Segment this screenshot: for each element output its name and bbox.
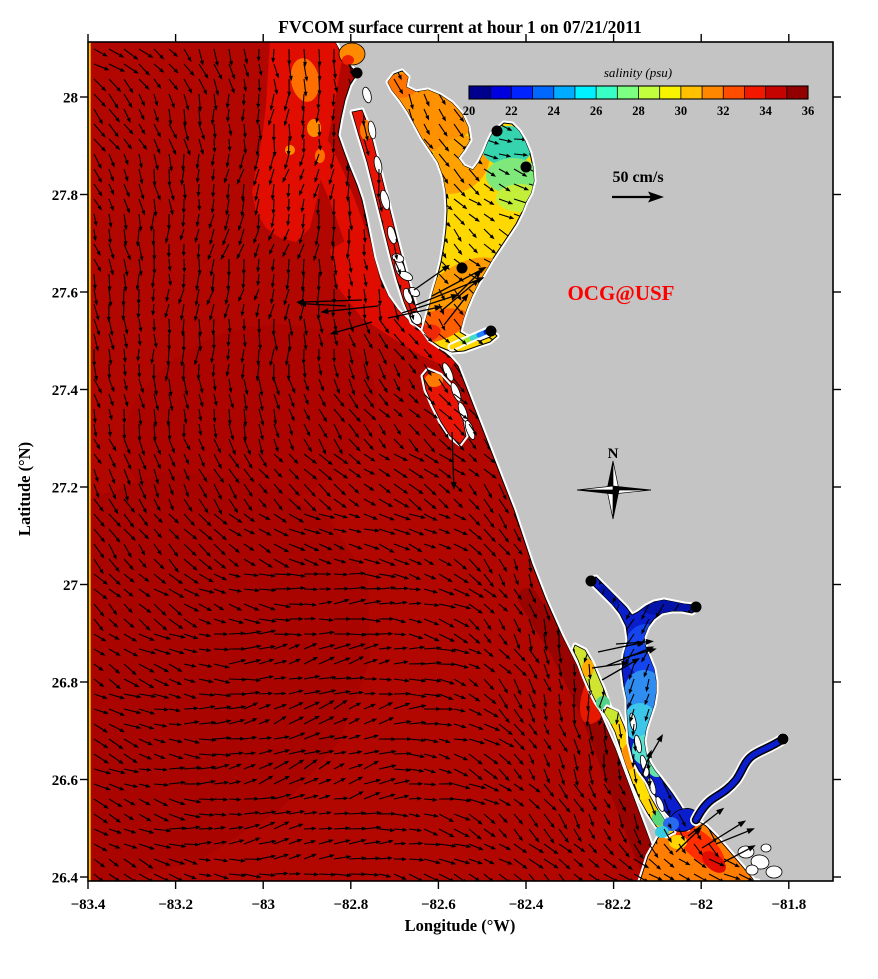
colorbar-tick-label: 24 (548, 104, 561, 118)
station-dot (456, 262, 468, 274)
colorbar-tick-label: 28 (632, 104, 645, 118)
salinity-patch (702, 851, 726, 873)
barrier-island (373, 155, 383, 175)
colorbar-tick-label: 36 (802, 104, 815, 118)
compass-arm (576, 485, 614, 491)
strong-current-arrows (296, 264, 756, 863)
anclote-lagoon-patch (342, 55, 354, 65)
colorbar-segment (469, 86, 491, 99)
station-dot (777, 733, 789, 745)
colorbar-segment (723, 86, 745, 99)
x-tick-label: −83.4 (71, 897, 106, 913)
san-carlos-patch (655, 826, 669, 838)
colorbar-tick-label: 32 (717, 104, 730, 118)
station-dot (690, 601, 702, 613)
colorbar-tick-label: 34 (759, 104, 772, 118)
station-dot (485, 325, 497, 337)
station-dot (520, 161, 532, 173)
barrier-island (380, 189, 390, 211)
tick-marks: −83.4 −83.2 −83 −82.8 −82.6 −82.4 −82.2 −82 −81.… (52, 34, 841, 913)
barrier-island (450, 382, 462, 402)
colorbar-segment (765, 86, 788, 99)
station-dots (351, 67, 789, 745)
x-tick-label: −83.2 (158, 897, 193, 913)
dark-salinity-patch (124, 324, 376, 516)
plot-border (87, 41, 834, 882)
colorbar-tick-label: 26 (590, 104, 603, 118)
colorbar-tick-label: 20 (463, 104, 476, 118)
x-tick-label: −82 (689, 897, 713, 913)
compass-north-label: N (608, 446, 619, 462)
x-tick-label: −82.8 (333, 897, 368, 913)
barrier-island (367, 120, 377, 140)
colorbar-segment (574, 86, 597, 99)
barrier-island (362, 86, 372, 104)
salinity-patch (481, 126, 533, 166)
barrier-island (745, 864, 759, 876)
station-dot (351, 67, 363, 79)
lagoon-patch (425, 373, 443, 387)
salinity-patch (624, 670, 664, 714)
x-axis-label: Longitude (°W) (405, 916, 516, 935)
lagoon-patch (582, 659, 594, 677)
scale-arrow: 50 cm/s (612, 169, 664, 203)
station-dot (585, 575, 597, 587)
x-tick-label: −82.2 (596, 897, 631, 913)
colorbar-segment (553, 86, 576, 99)
x-tick-label: −83 (251, 897, 275, 913)
colorbar-segment (490, 86, 512, 99)
colorbar-tick-label: 22 (505, 104, 518, 118)
y-tick-label: 26.4 (52, 871, 79, 887)
y-tick-label: 27 (63, 578, 79, 594)
scale-arrow-head (648, 191, 664, 203)
colorbar: salinity (psu) 20 22 24 26 28 30 32 34 36 (463, 65, 815, 118)
y-tick-label: 26.6 (52, 773, 79, 789)
colorbar-segments (469, 86, 809, 99)
colorbar-segment (702, 86, 724, 99)
colorbar-tick-label: 30 (675, 104, 688, 118)
colorbar-segment (744, 86, 767, 99)
barrier-island (410, 311, 422, 325)
colorbar-segment (617, 86, 639, 99)
y-tick-label: 26.8 (52, 676, 78, 692)
colorbar-segment (659, 86, 682, 99)
station-dot (491, 125, 503, 137)
salinity-patch (290, 58, 320, 102)
y-axis-label: Latitude (°N) (15, 442, 34, 536)
chart-title: FVCOM surface current at hour 1 on 07/21… (278, 17, 641, 37)
colorbar-segment (680, 86, 703, 99)
colorbar-segment (532, 86, 555, 99)
y-tick-label: 27.6 (52, 286, 79, 302)
barrier-island (655, 796, 665, 812)
colorbar-segment (638, 86, 661, 99)
credit-text: OCG@USF (567, 281, 674, 305)
jet-arrow-shafts (303, 268, 750, 863)
x-tick-label: −82.6 (421, 897, 456, 913)
map-area (88, 42, 833, 881)
colorbar-segment (596, 86, 618, 99)
colorbar-tick-labels: 20 22 24 26 28 30 32 34 36 (463, 104, 815, 118)
colorbar-segment (786, 86, 809, 99)
x-tick-label: −81.8 (771, 897, 806, 913)
caloosahatchee-river (693, 736, 786, 823)
y-tick-label: 27.8 (52, 188, 78, 204)
axes: −83.4 −83.2 −83 −82.8 −82.6 −82.4 −82.2 −82 −81.… (15, 34, 841, 935)
colorbar-title: salinity (psu) (604, 65, 672, 80)
y-tick-label: 27.2 (52, 481, 78, 497)
y-tick-label: 28 (63, 91, 78, 107)
dark-salinity-patch (88, 470, 370, 881)
x-tick-label: −82.4 (509, 897, 544, 913)
compass-rose: N (576, 446, 652, 520)
salinity-patch (285, 145, 295, 155)
barrier-island (760, 843, 772, 853)
scale-arrow-label: 50 cm/s (612, 169, 663, 186)
colorbar-border (468, 85, 809, 100)
barrier-island (464, 420, 476, 440)
barrier-island (765, 865, 783, 879)
y-tick-label: 27.4 (52, 383, 79, 399)
colorbar-segment (511, 86, 534, 99)
